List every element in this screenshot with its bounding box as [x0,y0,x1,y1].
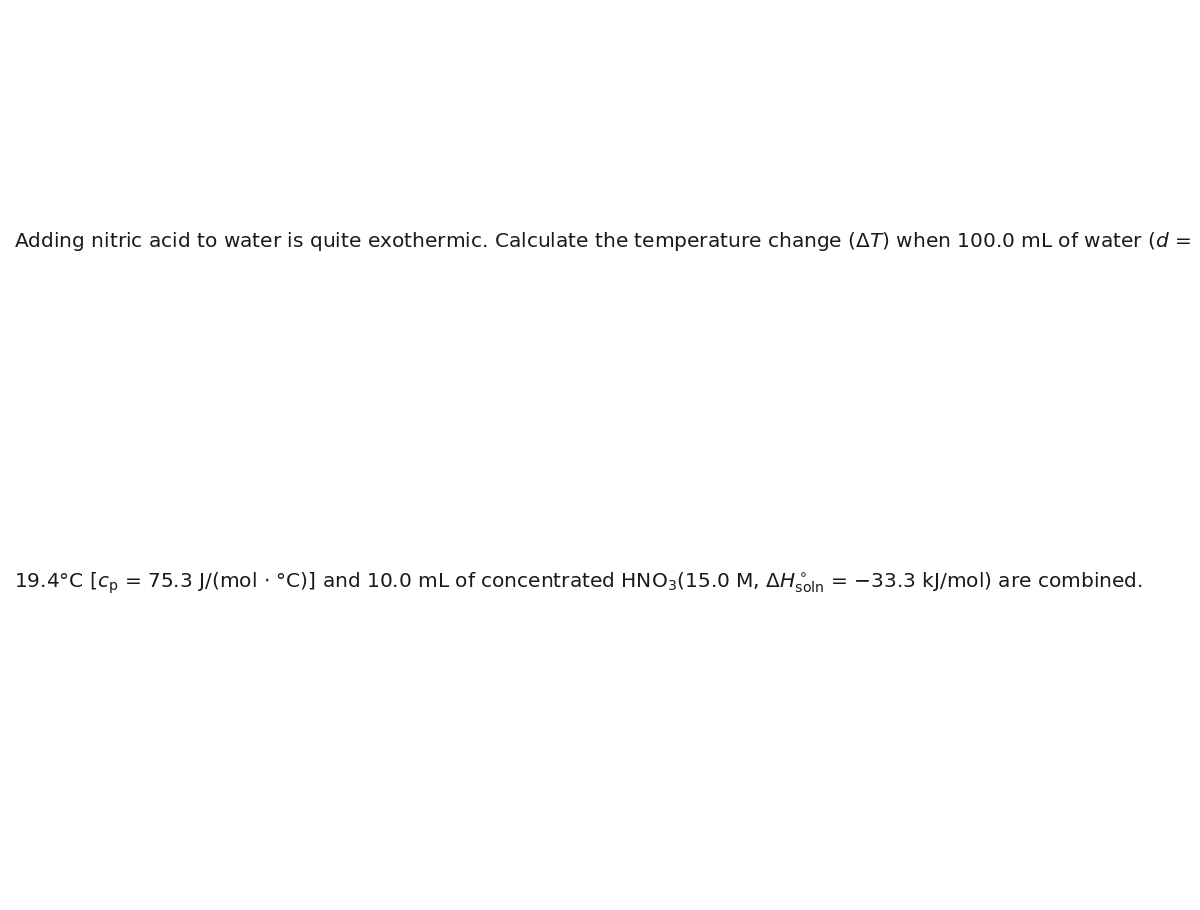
Text: Adding nitric acid to water is quite exothermic. Calculate the temperature chang: Adding nitric acid to water is quite exo… [14,230,1200,253]
Text: 19.4°C [$c_\mathrm{p}$ = 75.3 J/(mol $\cdot$ °C)] and 10.0 mL of concentrated HN: 19.4°C [$c_\mathrm{p}$ = 75.3 J/(mol $\c… [14,570,1142,595]
